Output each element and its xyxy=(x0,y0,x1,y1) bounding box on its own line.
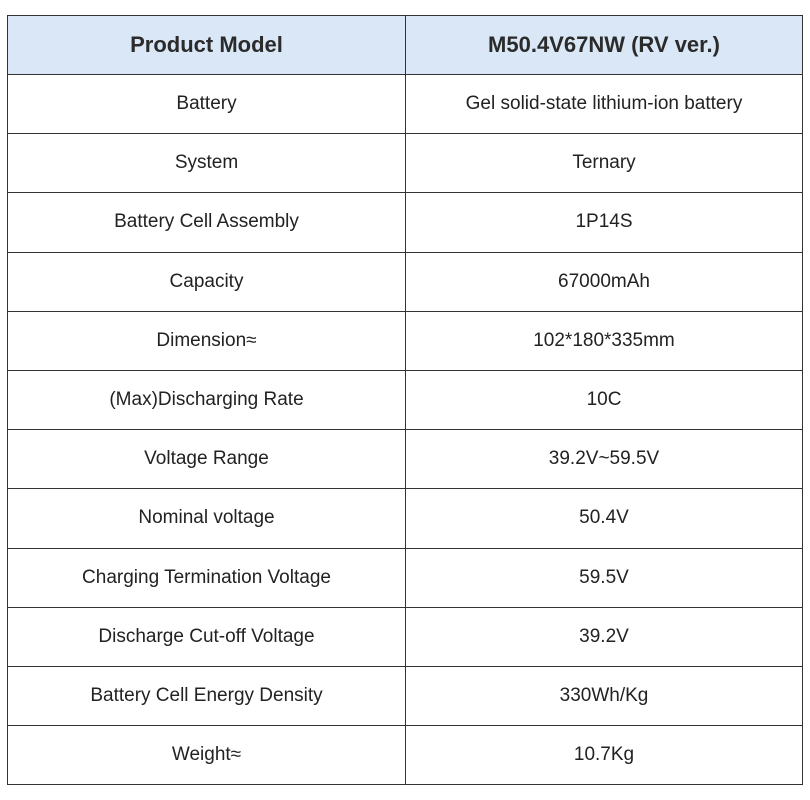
row-value: 1P14S xyxy=(405,192,803,253)
row-value: 59.5V xyxy=(405,547,803,608)
row-label: Dimension≈ xyxy=(7,310,406,371)
row-value: 10.7Kg xyxy=(405,725,803,786)
table-header-row: Product Model M50.4V67NW (RV ver.) xyxy=(7,15,803,75)
row-value: 67000mAh xyxy=(405,251,803,312)
row-value: 10C xyxy=(405,369,803,431)
row-label: Discharge Cut-off Voltage xyxy=(7,606,406,667)
row-value: Gel solid-state lithium-ion battery xyxy=(405,73,803,135)
table-row: Voltage Range 39.2V~59.5V xyxy=(7,429,803,490)
row-label: System xyxy=(7,133,406,194)
table-row: Dimension≈ 102*180*335mm xyxy=(7,310,803,371)
row-value: Ternary xyxy=(405,133,803,194)
row-value: 39.2V~59.5V xyxy=(405,429,803,490)
table-row: Capacity 67000mAh xyxy=(7,251,803,312)
row-value: 330Wh/Kg xyxy=(405,665,803,727)
row-label: Battery Cell Energy Density xyxy=(7,665,406,727)
row-label: Battery xyxy=(7,73,406,135)
row-label: Weight≈ xyxy=(7,725,406,786)
row-label: Nominal voltage xyxy=(7,488,406,549)
row-label: Capacity xyxy=(7,251,406,312)
row-label: Voltage Range xyxy=(7,429,406,490)
header-product-model-value: M50.4V67NW (RV ver.) xyxy=(405,15,803,75)
row-label: Charging Termination Voltage xyxy=(7,547,406,608)
spec-table: Product Model M50.4V67NW (RV ver.) Batte… xyxy=(7,15,803,786)
table-row: (Max)Discharging Rate 10C xyxy=(7,369,803,431)
row-label: Battery Cell Assembly xyxy=(7,192,406,253)
table-row: System Ternary xyxy=(7,133,803,194)
table-row: Battery Cell Energy Density 330Wh/Kg xyxy=(7,665,803,727)
table-row: Charging Termination Voltage 59.5V xyxy=(7,547,803,608)
row-value: 102*180*335mm xyxy=(405,310,803,371)
table-row: Nominal voltage 50.4V xyxy=(7,488,803,549)
header-product-model-label: Product Model xyxy=(7,15,406,75)
row-value: 50.4V xyxy=(405,488,803,549)
row-label: (Max)Discharging Rate xyxy=(7,369,406,431)
table-row: Battery Cell Assembly 1P14S xyxy=(7,192,803,253)
table-row: Battery Gel solid-state lithium-ion batt… xyxy=(7,73,803,135)
row-value: 39.2V xyxy=(405,606,803,667)
table-row: Weight≈ 10.7Kg xyxy=(7,725,803,786)
table-row: Discharge Cut-off Voltage 39.2V xyxy=(7,606,803,667)
